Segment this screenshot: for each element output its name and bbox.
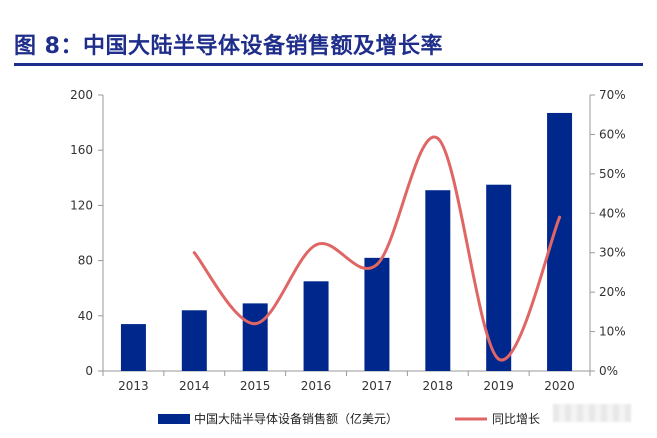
bar-2018 [425, 190, 451, 371]
x-tick-label: 2018 [423, 379, 454, 393]
y-right-tick-label: 30% [599, 246, 626, 260]
x-tick-label: 2013 [118, 379, 149, 393]
growth-point-2020 [558, 215, 562, 219]
bar-2019 [486, 184, 512, 371]
bar-2015 [242, 303, 268, 371]
watermark-blur [553, 404, 631, 422]
bar-series [120, 112, 573, 371]
y-left-tick-label: 160 [70, 143, 93, 157]
figure-title: 图 8：中国大陆半导体设备销售额及增长率 [14, 34, 443, 59]
legend-line-label: 同比增长 [492, 412, 540, 426]
legend-bar-swatch [158, 414, 190, 424]
x-tick-label: 2014 [179, 379, 210, 393]
growth-point-2018 [436, 136, 440, 140]
chart-legend: 中国大陆半导体设备销售额（亿美元） 同比增长 [158, 411, 540, 426]
y-left-tick-label: 40 [78, 309, 93, 323]
line-series [192, 135, 562, 362]
growth-point-2014 [192, 251, 196, 255]
growth-point-2016 [314, 243, 318, 247]
y-left-tick-label: 0 [85, 364, 93, 378]
y-right-tick-label: 0% [599, 364, 618, 378]
y-left-tick-label: 200 [70, 88, 93, 102]
x-tick-label: 2019 [483, 379, 514, 393]
bar-2016 [303, 281, 329, 371]
bar-2017 [364, 257, 390, 371]
y-left-tick-label: 80 [78, 254, 93, 268]
growth-point-2015 [253, 322, 257, 326]
chart-axes: 0 40 80 120 160 200 0% 10% 20% 30% 40% 50% 60% 70% 201… [70, 88, 626, 393]
x-tick-label: 2017 [362, 379, 393, 393]
x-tick-label: 2015 [240, 379, 271, 393]
y-right-tick-label: 70% [599, 88, 626, 102]
y-right-tick-label: 40% [599, 206, 626, 220]
title-underline [14, 63, 643, 66]
y-right-tick-label: 10% [599, 325, 626, 339]
y-right-tick-label: 50% [599, 167, 626, 181]
y-right-tick-label: 20% [599, 285, 626, 299]
bar-2013 [120, 324, 146, 371]
y-right-tick-label: 60% [599, 127, 626, 141]
y-left-tick-label: 120 [70, 198, 93, 212]
growth-point-2017 [375, 263, 379, 267]
x-tick-label: 2016 [301, 379, 332, 393]
legend-bar-label: 中国大陆半导体设备销售额（亿美元） [194, 411, 398, 426]
x-tick-label: 2020 [544, 379, 575, 393]
bar-2014 [181, 310, 207, 371]
growth-point-2019 [497, 357, 501, 361]
